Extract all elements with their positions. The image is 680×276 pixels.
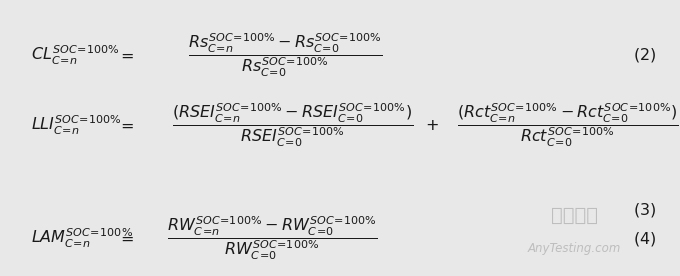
Text: $\mathit{CL}_{C\!=\!n}^{SOC\!=\!100\%}$: $\mathit{CL}_{C\!=\!n}^{SOC\!=\!100\%}$	[31, 44, 119, 67]
Text: $=$: $=$	[118, 231, 134, 246]
Text: $\mathit{LLI}_{C\!=\!n}^{SOC\!=\!100\%}$: $\mathit{LLI}_{C\!=\!n}^{SOC\!=\!100\%}$	[31, 114, 122, 137]
Text: $\dfrac{\mathit{Rs}_{C\!=\!n}^{SOC\!=\!100\%}-\mathit{Rs}_{C\!=\!0}^{SOC\!=\!100: $\dfrac{\mathit{Rs}_{C\!=\!n}^{SOC\!=\!1…	[188, 31, 383, 79]
Text: 嘉峪检测: 嘉峪检测	[551, 206, 598, 225]
Text: $(4)$: $(4)$	[633, 230, 656, 248]
Text: $\dfrac{\mathit{RW}_{C\!=\!n}^{SOC\!=\!100\%}-\mathit{RW}_{C\!=\!0}^{SOC\!=\!100: $\dfrac{\mathit{RW}_{C\!=\!n}^{SOC\!=\!1…	[167, 215, 377, 262]
Text: $\dfrac{(\mathit{Rct}_{C\!=\!n}^{SOC\!=\!100\%}-\mathit{Rct}_{C\!=\!0}^{SOC\!=\!: $\dfrac{(\mathit{Rct}_{C\!=\!n}^{SOC\!=\…	[457, 102, 679, 149]
Text: $=$: $=$	[118, 118, 134, 133]
Text: AnyTesting.com: AnyTesting.com	[528, 242, 622, 255]
Text: $=$: $=$	[118, 48, 134, 63]
Text: $\mathit{LAM}_{C\!=\!n}^{SOC\!=\!100\%}$: $\mathit{LAM}_{C\!=\!n}^{SOC\!=\!100\%}$	[31, 227, 133, 250]
Text: $+$: $+$	[425, 118, 439, 133]
Text: $(3)$: $(3)$	[633, 201, 656, 219]
Text: $\dfrac{(\mathit{RSEI}_{C\!=\!n}^{SOC\!=\!100\%}-\mathit{RSEI}_{C\!=\!0}^{SOC\!=: $\dfrac{(\mathit{RSEI}_{C\!=\!n}^{SOC\!=…	[172, 102, 413, 149]
Text: $(2)$: $(2)$	[633, 46, 656, 64]
